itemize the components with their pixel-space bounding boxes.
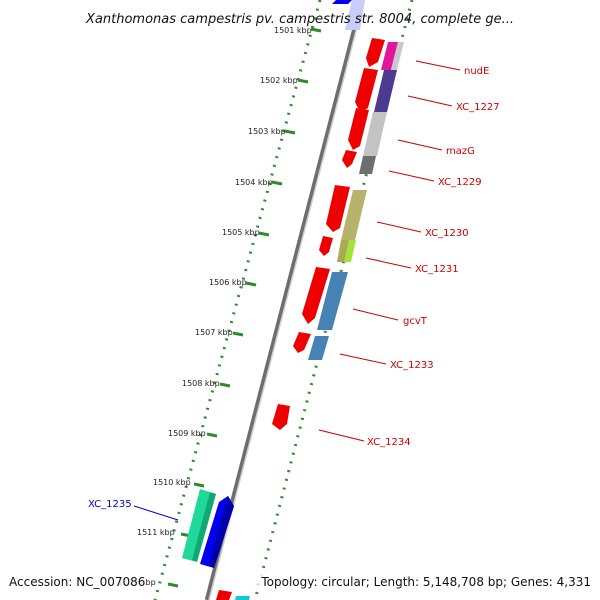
map-title: Xanthomonas campestris pv. campestris st… bbox=[85, 12, 514, 27]
gene-label-gcvt[interactable]: gcvT bbox=[403, 316, 428, 327]
cds-arrow bbox=[319, 236, 333, 256]
cds-arrow bbox=[348, 108, 369, 150]
label-leaders bbox=[133, 60, 461, 521]
gene-bar-nude-grey bbox=[391, 42, 404, 70]
tick-marks bbox=[167, 27, 322, 588]
tick-label: 1507 kbp bbox=[195, 328, 233, 337]
outer-dotted-ring bbox=[153, 0, 322, 600]
gene-bar-xc1227 bbox=[374, 70, 397, 112]
gene-labels: nudE XC_1227 mazG XC_1229 XC_1230 XC_123… bbox=[88, 66, 500, 510]
feature-bottom-cyan bbox=[235, 596, 250, 600]
cds-arrow bbox=[355, 68, 378, 112]
tick-label: 1501 kbp bbox=[274, 26, 312, 35]
backbone-highlight bbox=[208, 0, 365, 600]
gene-bar-xc1230 bbox=[341, 190, 367, 240]
footer-accession-bg bbox=[6, 572, 146, 590]
gene-label-nude[interactable]: nudE bbox=[464, 66, 489, 77]
cds-arrow bbox=[293, 332, 311, 353]
cds-arrow bbox=[302, 267, 330, 324]
feature-top-lavender bbox=[345, 0, 365, 30]
gene-bar-gcvt bbox=[317, 272, 348, 330]
cds-arrow bbox=[342, 150, 357, 168]
gene-bar-xc1233 bbox=[308, 336, 329, 360]
gene-bar-nude bbox=[381, 42, 398, 70]
tick-label: 1511 kbp bbox=[137, 528, 175, 537]
tick-label: 1502 kbp bbox=[260, 76, 298, 85]
cds-arrow bbox=[272, 404, 290, 430]
gene-label-xc1229[interactable]: XC_1229 bbox=[438, 177, 482, 188]
tick-label: 1506 kbp bbox=[209, 278, 247, 287]
gene-label-xc1235[interactable]: XC_1235 bbox=[88, 499, 132, 510]
tick-label: 1503 kbp bbox=[248, 127, 286, 136]
backbone-line bbox=[204, 0, 365, 600]
gene-label-xc1227[interactable]: XC_1227 bbox=[456, 102, 500, 113]
gene-bar-xc1231-lime bbox=[344, 240, 356, 262]
tick-label: 1504 kbp bbox=[235, 178, 273, 187]
gene-bar-mazg bbox=[363, 112, 387, 156]
tick-label: 1509 kbp bbox=[168, 429, 206, 438]
cds-arrow bbox=[366, 38, 385, 67]
accession-text: Accession: NC_007086 bbox=[9, 575, 145, 589]
gene-bar-xc1235-blue-shade bbox=[209, 496, 234, 568]
feature-track bbox=[182, 38, 404, 600]
tick-label: 1510 kbp bbox=[153, 478, 191, 487]
gene-label-xc1231[interactable]: XC_1231 bbox=[415, 264, 459, 275]
footer-topology-bg bbox=[258, 572, 594, 590]
cds-arrow bbox=[326, 185, 350, 232]
feature-top-blue bbox=[332, 0, 352, 4]
topology-text: Topology: circular; Length: 5,148,708 bp… bbox=[260, 575, 591, 589]
gene-label-xc1233[interactable]: XC_1233 bbox=[390, 360, 434, 371]
gene-label-xc1234[interactable]: XC_1234 bbox=[367, 437, 411, 448]
gene-bar-xc1235-green-shade bbox=[192, 492, 216, 562]
gene-label-xc1230[interactable]: XC_1230 bbox=[425, 228, 469, 239]
tick-label: 1508 kbp bbox=[182, 379, 220, 388]
tick-label: 1505 kbp bbox=[222, 228, 260, 237]
gene-bar-xc1229 bbox=[359, 156, 376, 174]
gene-label-mazg[interactable]: mazG bbox=[446, 146, 475, 157]
cds-arrow bbox=[216, 590, 232, 600]
tick-labels: 1501 kbp 1502 kbp 1503 kbp 1504 kbp 1505… bbox=[118, 26, 312, 587]
